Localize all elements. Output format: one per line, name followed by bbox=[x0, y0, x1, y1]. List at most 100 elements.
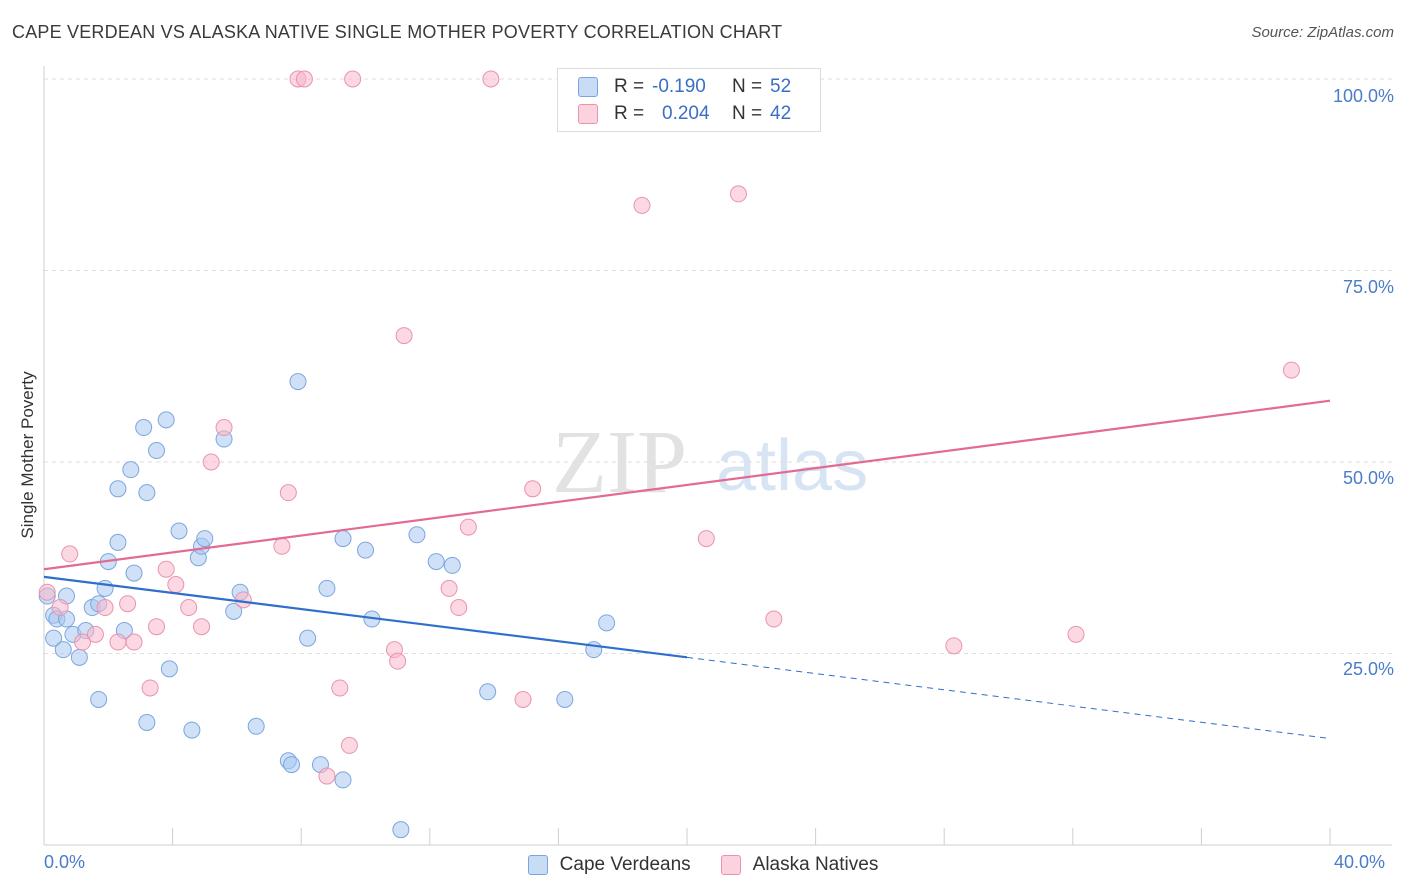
alaska-native-point bbox=[697, 530, 715, 548]
alaska-native-point bbox=[344, 70, 362, 88]
x-tick-label-min: 0.0% bbox=[44, 852, 86, 872]
alaska-native-point bbox=[440, 579, 458, 597]
legend-item-alaska-natives[interactable]: Alaska Natives bbox=[720, 852, 879, 878]
cape-verdean-point bbox=[70, 648, 88, 666]
alaska-native-point bbox=[86, 625, 104, 643]
source-label: Source: ZipAtlas.com bbox=[1251, 24, 1394, 41]
alaska-native-point bbox=[633, 196, 651, 214]
legend-swatch-blue bbox=[527, 855, 548, 875]
alaska-native-point bbox=[1282, 361, 1300, 379]
alaska-native-point bbox=[945, 637, 963, 655]
x-tick-label-max: 40.0% bbox=[1334, 852, 1386, 872]
alaska-native-point bbox=[167, 576, 185, 594]
r-label: R = bbox=[614, 76, 645, 97]
alaska-native-point bbox=[765, 610, 783, 628]
alaska-native-point bbox=[318, 767, 336, 785]
n-label: N = bbox=[732, 103, 763, 124]
cape-verdean-point bbox=[109, 533, 127, 551]
r-value: -0.190 bbox=[652, 76, 706, 97]
legend-item-cape-verdeans[interactable]: Cape Verdeans bbox=[527, 852, 691, 878]
y-tick-label: 75.0% bbox=[1342, 277, 1394, 297]
alaska-native-point bbox=[193, 618, 211, 636]
stats-row-alaska-natives: R = 0.204 N = 42 bbox=[578, 102, 791, 126]
cape-verdean-point bbox=[157, 411, 175, 429]
alaska-native-point bbox=[524, 480, 542, 498]
alaska-native-point bbox=[482, 70, 500, 88]
cape-verdean-point bbox=[334, 771, 352, 789]
cape-verdean-point bbox=[138, 484, 156, 502]
cape-verdean-point bbox=[408, 526, 426, 544]
cape-verdean-point bbox=[556, 690, 574, 708]
alaska-native-point bbox=[331, 679, 349, 697]
cape-verdean-point bbox=[196, 530, 214, 548]
n-value: 52 bbox=[770, 76, 792, 97]
alaska-native-point bbox=[202, 453, 220, 471]
alaska-native-point bbox=[157, 560, 175, 578]
grid-lines bbox=[44, 78, 1392, 654]
correlation-stats-box: R = -0.190 N = 52 R = 0.204 N = 42 bbox=[557, 68, 821, 132]
r-label: R = bbox=[614, 103, 645, 124]
cape-verdean-point bbox=[138, 713, 156, 731]
cape-verdean-point bbox=[54, 641, 72, 659]
watermark-atlas: atlas bbox=[716, 426, 868, 506]
cape-verdean-point bbox=[289, 373, 307, 391]
alaska-native-point bbox=[514, 690, 532, 708]
y-tick-label: 50.0% bbox=[1342, 468, 1394, 488]
cape-verdean-point bbox=[135, 419, 153, 437]
cape-verdean-point bbox=[479, 683, 497, 701]
alaska-native-point bbox=[459, 518, 477, 536]
alaska-native-point bbox=[295, 70, 313, 88]
alaska-native-point bbox=[96, 599, 114, 617]
trend-lines bbox=[43, 399, 1331, 740]
cape-verdean-point bbox=[45, 629, 63, 647]
cape-verdean-point bbox=[299, 629, 317, 647]
alaska-native-point bbox=[234, 591, 252, 609]
r-value: 0.204 bbox=[662, 103, 710, 124]
chart-title: CAPE VERDEAN VS ALASKA NATIVE SINGLE MOT… bbox=[12, 22, 783, 42]
alaska-native-point bbox=[61, 545, 79, 563]
stats-swatch-pink bbox=[578, 104, 598, 124]
cape-verdean-point bbox=[334, 530, 352, 548]
alaska-native-point bbox=[125, 633, 143, 651]
cape-verdean-point bbox=[392, 821, 410, 839]
n-value: 42 bbox=[770, 103, 792, 124]
cape-verdean-point bbox=[427, 553, 445, 571]
cape-verdean-point bbox=[183, 721, 201, 739]
alaska-native-point bbox=[389, 652, 407, 670]
cape-verdean-trend-extension bbox=[686, 656, 1331, 740]
y-axis-label: Single Mother Poverty bbox=[18, 371, 37, 539]
alaska-native-point bbox=[215, 419, 233, 437]
alaska-native-point bbox=[180, 599, 198, 617]
alaska-native-point bbox=[729, 185, 747, 203]
stats-row-cape-verdeans: R = -0.190 N = 52 bbox=[578, 75, 791, 99]
alaska-native-point bbox=[273, 537, 291, 555]
alaska-native-point bbox=[38, 583, 56, 601]
chart-legend: Cape Verdeans Alaska Natives bbox=[0, 852, 1406, 878]
cape-verdean-point bbox=[122, 461, 140, 479]
alaska-native-point bbox=[74, 633, 92, 651]
cape-verdean-point bbox=[283, 756, 301, 774]
cape-verdean-point bbox=[247, 717, 265, 735]
cape-verdean-point bbox=[109, 480, 127, 498]
alaska-native-point bbox=[148, 618, 166, 636]
stats-swatch-blue bbox=[578, 77, 598, 97]
data-points bbox=[38, 70, 1300, 839]
cape-verdean-point bbox=[357, 541, 374, 559]
alaska-native-point bbox=[109, 633, 127, 651]
y-tick-label: 100.0% bbox=[1332, 86, 1394, 106]
cape-verdean-point bbox=[148, 442, 166, 460]
alaska-native-point bbox=[141, 679, 159, 697]
cape-verdean-point bbox=[125, 564, 143, 582]
alaska-native-point bbox=[340, 736, 358, 754]
alaska-native-point bbox=[395, 327, 413, 345]
cape-verdean-point bbox=[318, 579, 336, 597]
cape-verdean-trend-line bbox=[43, 575, 688, 659]
legend-label: Alaska Natives bbox=[752, 854, 879, 875]
cape-verdean-point bbox=[443, 556, 461, 574]
alaska-native-point bbox=[1067, 625, 1085, 643]
cape-verdean-point bbox=[170, 522, 188, 540]
y-tick-label: 25.0% bbox=[1342, 659, 1394, 679]
alaska-native-point bbox=[51, 599, 69, 617]
alaska-native-point bbox=[119, 595, 137, 613]
